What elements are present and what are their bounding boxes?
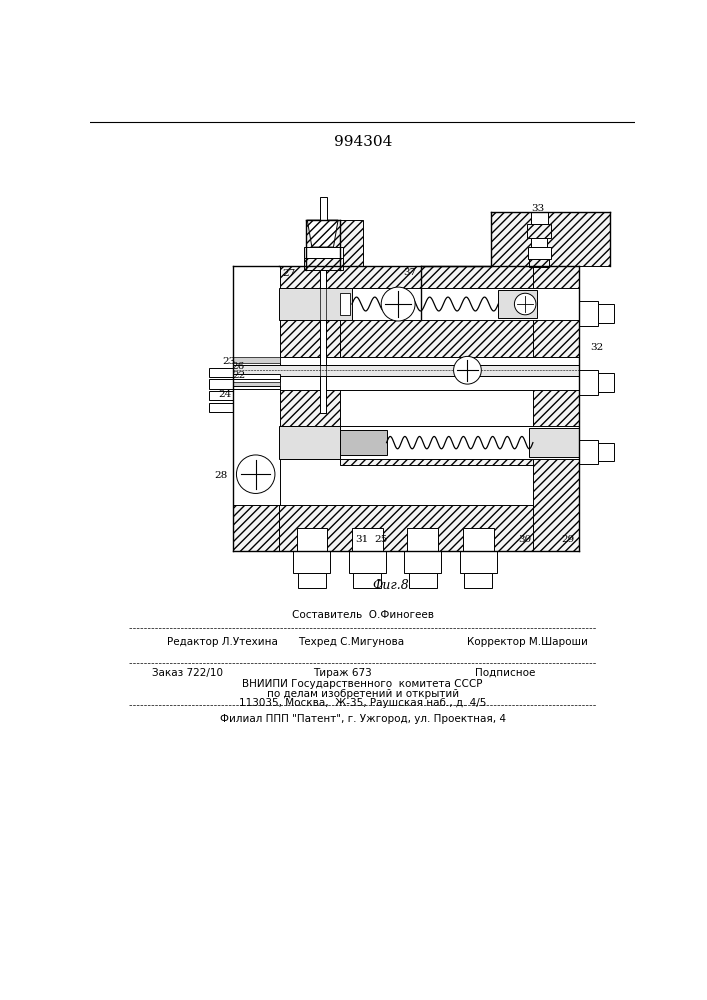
- Bar: [463, 528, 493, 551]
- Bar: [209, 391, 233, 400]
- Bar: [233, 357, 281, 363]
- Bar: [340, 430, 387, 455]
- Text: 32: 32: [590, 343, 604, 352]
- Bar: [349, 551, 386, 573]
- Bar: [598, 443, 614, 461]
- Text: по делам изобретений и открытий: по делам изобретений и открытий: [267, 689, 459, 699]
- Bar: [233, 386, 281, 389]
- Bar: [527, 247, 551, 259]
- Bar: [233, 365, 579, 376]
- Bar: [529, 259, 549, 267]
- Text: Заказ 722/10: Заказ 722/10: [152, 668, 223, 678]
- Text: Филиал ППП "Патент", г. Ужгород, ул. Проектная, 4: Филиал ППП "Патент", г. Ужгород, ул. Про…: [220, 714, 506, 724]
- Bar: [279, 266, 579, 312]
- Bar: [407, 528, 438, 551]
- Bar: [304, 258, 343, 270]
- Bar: [533, 266, 579, 551]
- Text: ВНИИПИ Государственного  комитета СССР: ВНИИПИ Государственного комитета СССР: [243, 679, 483, 689]
- Bar: [340, 293, 350, 315]
- Bar: [233, 266, 281, 505]
- Text: Тираж 673: Тираж 673: [313, 668, 372, 678]
- Bar: [233, 374, 281, 379]
- Bar: [279, 426, 579, 459]
- Bar: [598, 373, 614, 392]
- Bar: [279, 389, 340, 426]
- Text: 28: 28: [214, 471, 228, 480]
- Bar: [598, 304, 614, 323]
- Bar: [279, 288, 352, 320]
- Text: 25: 25: [375, 535, 388, 544]
- Text: Составитель  О.Финогеев: Составитель О.Финогеев: [292, 610, 433, 620]
- Bar: [340, 426, 579, 465]
- Bar: [579, 370, 598, 395]
- Text: 27: 27: [282, 269, 296, 278]
- Bar: [464, 573, 492, 588]
- Text: 24: 24: [218, 390, 231, 399]
- Text: 113035, Москва,  Ж-35, Раушская наб., д. 4/5: 113035, Москва, Ж-35, Раушская наб., д. …: [239, 698, 486, 708]
- Bar: [460, 551, 497, 573]
- Bar: [527, 224, 551, 238]
- Bar: [279, 426, 340, 459]
- Text: 22: 22: [232, 371, 245, 380]
- Bar: [352, 528, 382, 551]
- Polygon shape: [308, 220, 338, 247]
- Bar: [530, 212, 547, 224]
- Bar: [491, 212, 610, 266]
- Bar: [296, 528, 327, 551]
- Bar: [298, 573, 326, 588]
- Bar: [529, 428, 579, 457]
- Bar: [279, 505, 579, 551]
- Bar: [304, 247, 343, 258]
- Circle shape: [515, 293, 536, 315]
- Text: Редактор Л.Утехина: Редактор Л.Утехина: [167, 637, 278, 647]
- Text: Корректор М.Шароши: Корректор М.Шароши: [467, 637, 588, 647]
- Bar: [279, 288, 579, 320]
- Text: 37: 37: [403, 268, 416, 277]
- Bar: [279, 320, 340, 357]
- Bar: [498, 290, 537, 318]
- Text: Фиг.8: Фиг.8: [372, 579, 409, 592]
- Text: 29: 29: [561, 535, 574, 544]
- Bar: [209, 403, 233, 412]
- Bar: [354, 573, 381, 588]
- Text: Подписное: Подписное: [475, 668, 535, 678]
- Text: Техред С.Мигунова: Техред С.Мигунова: [298, 637, 404, 647]
- Bar: [233, 266, 279, 551]
- Circle shape: [236, 455, 275, 493]
- Bar: [579, 440, 598, 464]
- Bar: [279, 357, 579, 389]
- Bar: [305, 220, 363, 266]
- Text: 31: 31: [356, 535, 368, 544]
- Bar: [579, 301, 598, 326]
- Text: 30: 30: [518, 535, 532, 544]
- Bar: [340, 319, 579, 359]
- Bar: [532, 238, 547, 247]
- Bar: [320, 270, 326, 413]
- Text: 26: 26: [231, 362, 245, 371]
- Bar: [293, 551, 330, 573]
- Bar: [209, 368, 233, 377]
- Text: 23: 23: [222, 357, 235, 366]
- Bar: [409, 573, 437, 588]
- Bar: [320, 197, 327, 220]
- Bar: [404, 551, 441, 573]
- Text: 994304: 994304: [334, 135, 392, 149]
- Bar: [233, 382, 281, 388]
- Text: 33: 33: [532, 204, 545, 213]
- Bar: [209, 379, 233, 389]
- Circle shape: [454, 356, 481, 384]
- Circle shape: [381, 287, 415, 321]
